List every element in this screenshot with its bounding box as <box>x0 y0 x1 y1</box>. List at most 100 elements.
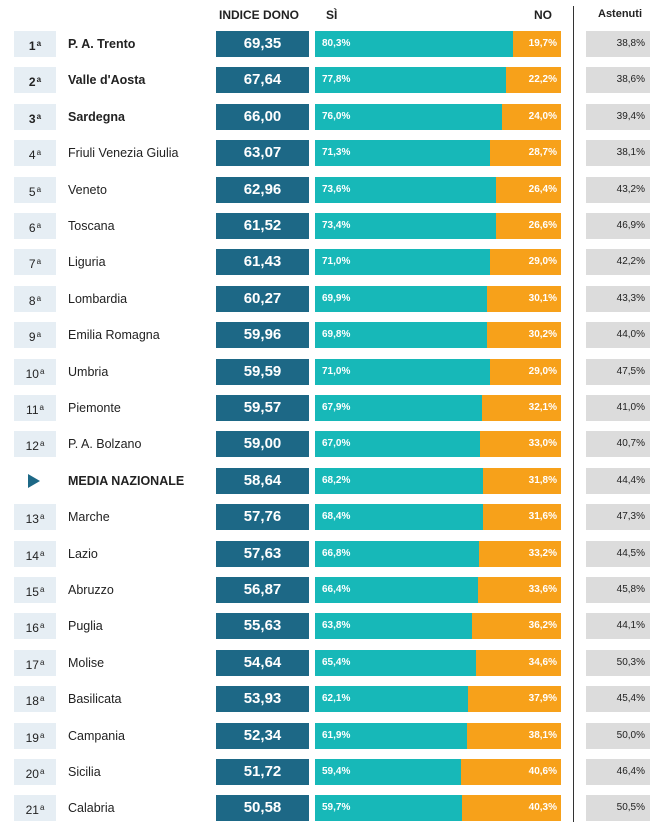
ordinal-mark: a <box>36 75 42 84</box>
si-percent: 59,4% <box>322 766 351 777</box>
ordinal-mark: a <box>39 585 45 594</box>
rank-cell: 3a <box>14 104 56 130</box>
no-percent: 34,6% <box>528 657 557 668</box>
header-si: SÌ <box>326 8 338 22</box>
rank-number: 18 <box>25 694 39 708</box>
rank-number: 15 <box>25 585 39 599</box>
si-no-bar: 67,9% 32,1% <box>315 395 561 421</box>
astenuti-value: 47,3% <box>586 504 650 530</box>
ordinal-mark: a <box>36 185 42 194</box>
si-no-bar: 68,4% 31,6% <box>315 504 561 530</box>
rank-cell: 7a <box>14 249 56 275</box>
no-segment <box>502 104 561 130</box>
si-percent: 63,8% <box>322 620 351 631</box>
national-marker <box>14 468 56 494</box>
si-segment <box>315 140 490 166</box>
rank-number: 8 <box>28 294 36 308</box>
table-row: 18a Basilicata 53,93 62,1% 37,9% 45,4% <box>14 686 654 712</box>
si-percent: 67,0% <box>322 438 351 449</box>
region-name: Lazio <box>68 547 98 561</box>
no-percent: 31,6% <box>528 511 557 522</box>
indice-dono-value: 54,64 <box>216 650 309 676</box>
astenuti-value: 38,8% <box>586 31 650 57</box>
si-no-bar: 59,7% 40,3% <box>315 795 561 821</box>
rank-cell: 9a <box>14 322 56 348</box>
region-name: P. A. Trento <box>68 37 136 51</box>
rank-cell: 16a <box>14 613 56 639</box>
table-row: 14a Lazio 57,63 66,8% 33,2% 44,5% <box>14 541 654 567</box>
astenuti-value: 50,0% <box>586 723 650 749</box>
si-segment <box>315 31 513 57</box>
si-segment <box>315 504 483 530</box>
no-segment <box>490 140 561 166</box>
astenuti-value: 44,1% <box>586 613 650 639</box>
si-no-bar: 73,6% 26,4% <box>315 177 561 203</box>
no-percent: 29,0% <box>528 256 557 267</box>
table-row: 11a Piemonte 59,57 67,9% 32,1% 41,0% <box>14 395 654 421</box>
si-no-bar: 73,4% 26,6% <box>315 213 561 239</box>
si-percent: 77,8% <box>322 74 351 85</box>
si-no-bar: 61,9% 38,1% <box>315 723 561 749</box>
si-segment <box>315 431 480 457</box>
ordinal-mark: a <box>39 731 45 740</box>
si-no-bar: 71,3% 28,7% <box>315 140 561 166</box>
region-name: Sardegna <box>68 110 125 124</box>
indice-dono-value: 59,57 <box>216 395 309 421</box>
astenuti-value: 43,3% <box>586 286 650 312</box>
no-percent: 24,0% <box>528 111 557 122</box>
no-percent: 30,2% <box>528 329 557 340</box>
rank-cell: 17a <box>14 650 56 676</box>
astenuti-value: 44,0% <box>586 322 650 348</box>
region-name: Sicilia <box>68 765 101 779</box>
rank-cell: 1a <box>14 31 56 57</box>
si-percent: 71,0% <box>322 366 351 377</box>
table-row: 13a Marche 57,76 68,4% 31,6% 47,3% <box>14 504 654 530</box>
no-percent: 33,6% <box>528 584 557 595</box>
si-percent: 68,4% <box>322 511 351 522</box>
table-row: 10a Umbria 59,59 71,0% 29,0% 47,5% <box>14 359 654 385</box>
national-average-row: MEDIA NAZIONALE 58,64 68,2% 31,8% 44,4% <box>14 468 654 494</box>
no-segment <box>467 723 561 749</box>
table-row: 17a Molise 54,64 65,4% 34,6% 50,3% <box>14 650 654 676</box>
no-segment <box>483 468 561 494</box>
si-percent: 62,1% <box>322 693 351 704</box>
region-name: Abruzzo <box>68 583 114 597</box>
si-segment <box>315 395 482 421</box>
indice-dono-value: 59,59 <box>216 359 309 385</box>
table-row: 12a P. A. Bolzano 59,00 67,0% 33,0% 40,7% <box>14 431 654 457</box>
table-row: 6a Toscana 61,52 73,4% 26,6% 46,9% <box>14 213 654 239</box>
astenuti-value: 44,5% <box>586 541 650 567</box>
region-name: P. A. Bolzano <box>68 437 142 451</box>
table-row: 15a Abruzzo 56,87 66,4% 33,6% 45,8% <box>14 577 654 603</box>
astenuti-value: 39,4% <box>586 104 650 130</box>
si-no-bar: 68,2% 31,8% <box>315 468 561 494</box>
si-segment <box>315 213 496 239</box>
no-segment <box>478 577 561 603</box>
no-percent: 31,8% <box>528 475 557 486</box>
indice-dono-value: 63,07 <box>216 140 309 166</box>
no-segment <box>472 613 561 639</box>
astenuti-value: 46,4% <box>586 759 650 785</box>
rank-cell: 4a <box>14 140 56 166</box>
ordinal-mark: a <box>39 621 45 630</box>
ordinal-mark: a <box>39 658 45 667</box>
si-no-bar: 71,0% 29,0% <box>315 249 561 275</box>
si-segment <box>315 322 487 348</box>
indice-dono-value: 55,63 <box>216 613 309 639</box>
astenuti-value: 50,3% <box>586 650 650 676</box>
ordinal-mark: a <box>39 403 44 412</box>
header-astenuti: Astenuti <box>598 8 642 20</box>
rank-cell: 21a <box>14 795 56 821</box>
indice-dono-value: 58,64 <box>216 468 309 494</box>
region-name: Umbria <box>68 365 109 379</box>
no-percent: 38,1% <box>528 730 557 741</box>
si-percent: 69,9% <box>322 293 351 304</box>
no-percent: 36,2% <box>528 620 557 631</box>
si-percent: 68,2% <box>322 475 351 486</box>
no-percent: 33,2% <box>528 548 557 559</box>
si-segment <box>315 577 478 603</box>
indice-dono-value: 50,58 <box>216 795 309 821</box>
rank-number: 2 <box>28 75 36 89</box>
indice-dono-value: 52,34 <box>216 723 309 749</box>
no-segment <box>461 759 561 785</box>
